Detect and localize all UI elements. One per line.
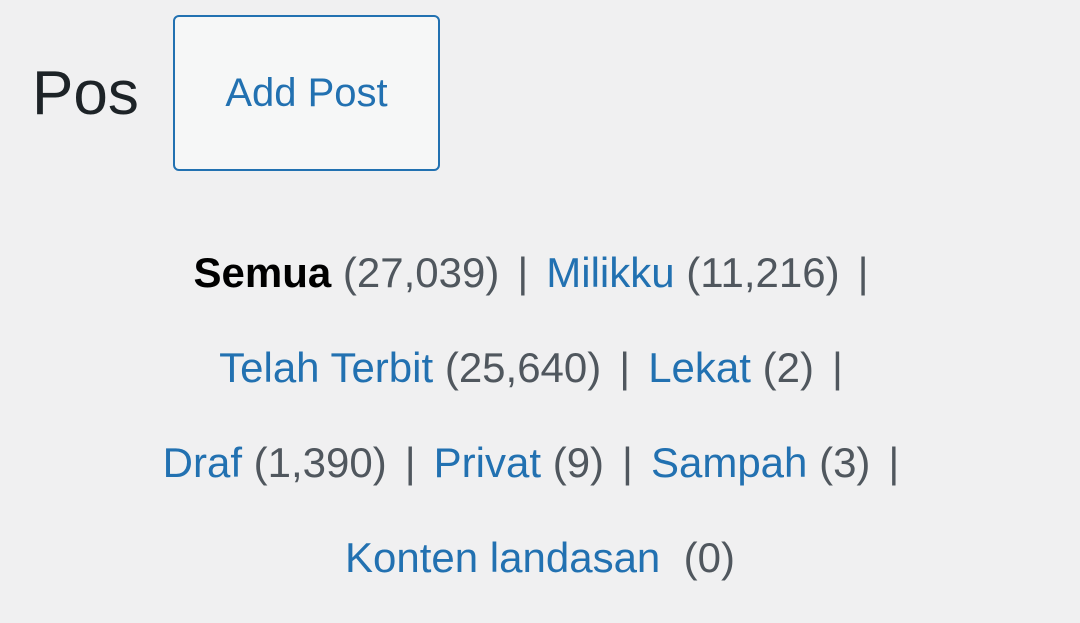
filter-privat[interactable]: Privat (433, 439, 542, 486)
filter-semua[interactable]: Semua (27,039) (193, 249, 500, 296)
post-status-filters: Semua (27,039) | Milikku (11,216) | Telah T… (162, 249, 900, 581)
filter-sampah[interactable]: Sampah (650, 439, 808, 486)
add-post-button[interactable]: Add Post (173, 15, 440, 171)
page-title: Pos (32, 59, 139, 128)
filter-lekat[interactable]: Lekat (648, 344, 751, 391)
filter-telah-terbit[interactable]: Telah Terbit (219, 344, 434, 391)
filter-draf[interactable]: Draf (162, 439, 242, 486)
filter-milikku[interactable]: Milikku (546, 249, 675, 296)
filter-konten-landasan[interactable]: Konten landasan (345, 534, 661, 581)
